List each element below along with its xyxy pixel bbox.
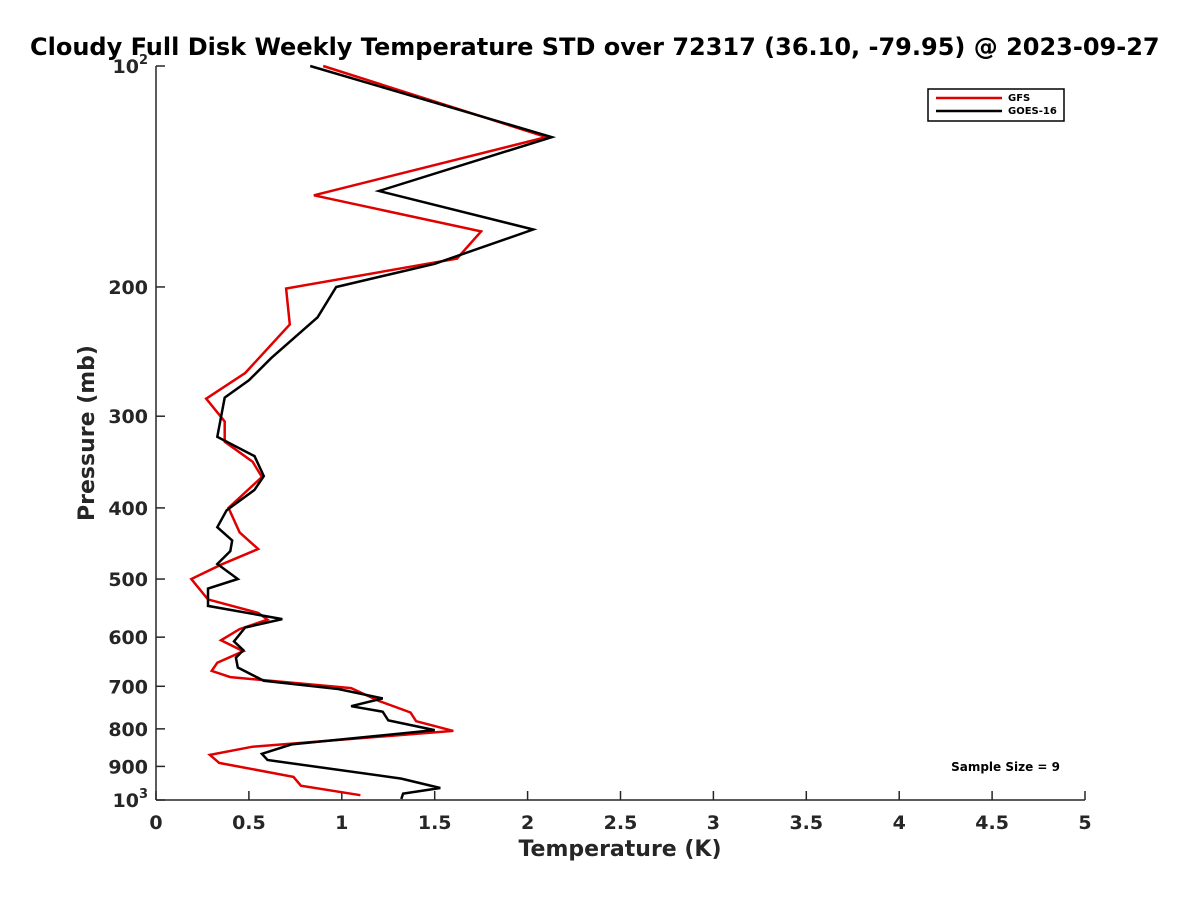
y-tick-label: 800 [108, 719, 148, 741]
x-tick-label: 5 [1078, 812, 1091, 834]
legend: GFS GOES-16 [927, 88, 1065, 122]
plot-area: 0 0.5 1 1.5 2 2.5 3 3.5 4 4.5 5 102 200 300 400 500 600 7… [108, 53, 1091, 834]
chart-title: Cloudy Full Disk Weekly Temperature STD … [30, 33, 1160, 61]
y-tick-label: 900 [108, 756, 148, 778]
x-tick-label: 4.5 [975, 812, 1009, 834]
x-tick-label: 0 [149, 812, 162, 834]
legend-box [927, 88, 1065, 122]
sample-size-annotation: Sample Size = 9 [951, 760, 1060, 774]
x-tick-label: 2.5 [604, 812, 638, 834]
y-axis-label: Pressure (mb) [75, 345, 100, 521]
y-tick-label: 102 [113, 53, 149, 78]
y-tick-label: 300 [108, 406, 148, 428]
y-tick-label: 103 [113, 787, 149, 812]
x-tick-label: 3 [707, 812, 720, 834]
y-tick-label: 600 [108, 627, 148, 649]
y-tick-label: 200 [108, 277, 148, 299]
x-tick-label: 1.5 [418, 812, 452, 834]
legend-label-gfs: GFS [1008, 93, 1030, 104]
x-tick-label: 4 [893, 812, 906, 834]
x-tick-label: 1 [335, 812, 348, 834]
series-line-goes-16 [206, 64, 557, 800]
x-tick-label: 0.5 [232, 812, 266, 834]
x-tick-label: 2 [521, 812, 534, 834]
y-tick-label: 500 [108, 569, 148, 591]
legend-label-goes-16: GOES-16 [1008, 106, 1057, 117]
series-line-gfs [189, 64, 551, 797]
x-tick-label: 3.5 [789, 812, 823, 834]
x-axis-label: Temperature (K) [518, 837, 721, 862]
y-tick-label: 700 [108, 676, 148, 698]
y-tick-label: 400 [108, 498, 148, 520]
